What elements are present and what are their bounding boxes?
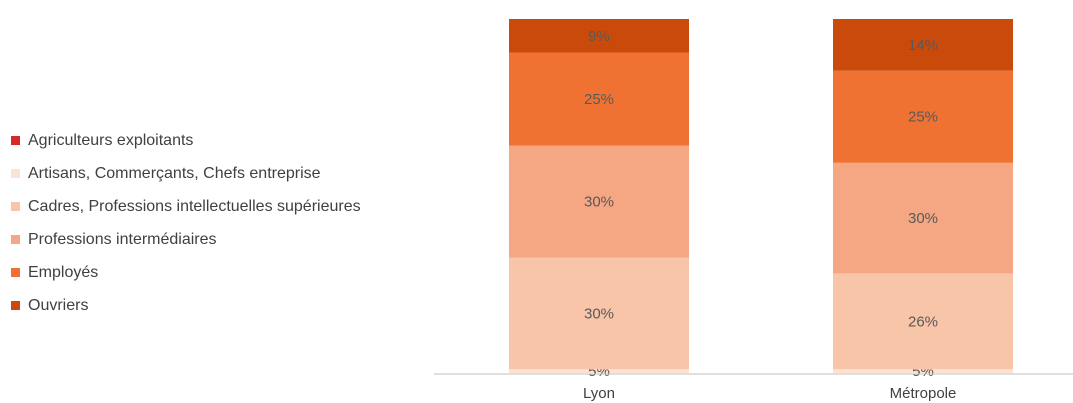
bar-segment	[833, 70, 1013, 163]
bar-segment	[833, 273, 1013, 370]
bar-segment	[509, 19, 689, 53]
data-label: 30%	[584, 194, 614, 211]
bar-segment	[509, 257, 689, 370]
legend-label: Agriculteurs exploitants	[28, 131, 194, 149]
data-label: 26%	[908, 313, 938, 330]
bar-segment	[509, 145, 689, 258]
category-label: Métropole	[890, 385, 957, 402]
bar-segment	[509, 369, 689, 373]
legend-item: Professions intermédiaires	[11, 223, 361, 256]
chart-legend: Agriculteurs exploitants Artisans, Commer…	[11, 124, 361, 322]
data-label: 9%	[588, 28, 610, 45]
bar-segment	[833, 19, 1013, 71]
legend-item: Agriculteurs exploitants	[11, 124, 361, 157]
legend-swatch	[11, 235, 20, 244]
legend-label: Professions intermédiaires	[28, 230, 217, 248]
legend-item: Employés	[11, 256, 361, 289]
bar-segment	[833, 369, 1013, 373]
legend-item: Ouvriers	[11, 289, 361, 322]
legend-swatch	[11, 136, 20, 145]
legend-label: Employés	[28, 263, 99, 281]
bar-segment	[833, 162, 1013, 274]
legend-swatch	[11, 169, 20, 178]
category-label: Lyon	[583, 385, 615, 402]
legend-label: Artisans, Commerçants, Chefs entreprise	[28, 164, 321, 182]
legend-item: Artisans, Commerçants, Chefs entreprise	[11, 157, 361, 190]
data-label: 30%	[908, 210, 938, 227]
data-label: 25%	[584, 91, 614, 108]
data-label: 25%	[908, 109, 938, 126]
data-label: 30%	[584, 305, 614, 322]
data-label: 14%	[908, 37, 938, 54]
legend-swatch	[11, 301, 20, 310]
legend-swatch	[11, 268, 20, 277]
legend-label: Ouvriers	[28, 296, 89, 314]
legend-item: Cadres, Professions intellectuelles supé…	[11, 190, 361, 223]
bar-segment	[509, 52, 689, 146]
legend-label: Cadres, Professions intellectuelles supé…	[28, 197, 361, 215]
legend-swatch	[11, 202, 20, 211]
